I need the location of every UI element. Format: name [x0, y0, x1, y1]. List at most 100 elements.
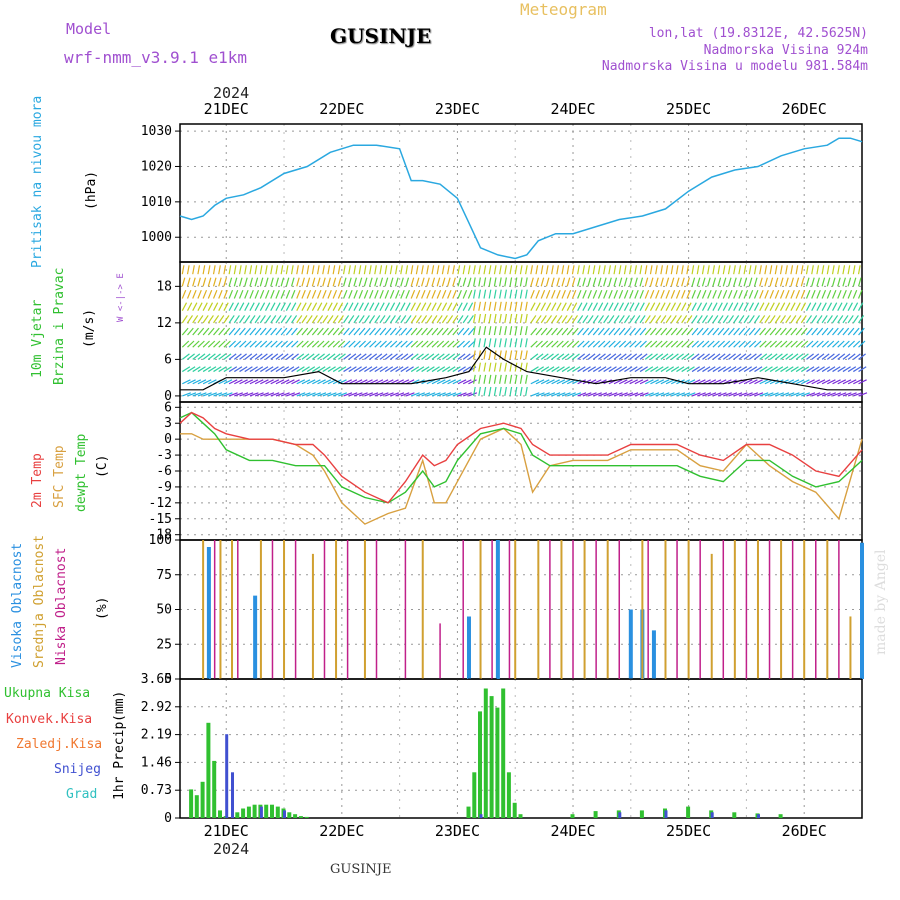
- wind-barb: [384, 315, 391, 324]
- wind-barb: [504, 386, 507, 397]
- wind-barb: [197, 379, 207, 385]
- wind-barb: [717, 315, 724, 324]
- wind-barb: [696, 366, 706, 373]
- precip-bar: [501, 688, 506, 818]
- wind-barb: [233, 340, 242, 348]
- wind-barb: [597, 277, 602, 287]
- wind-barb: [540, 277, 545, 287]
- wind-barb: [410, 340, 419, 348]
- wind-barb: [546, 353, 554, 360]
- wind-barb: [629, 277, 633, 287]
- wind-barb: [816, 366, 825, 373]
- wind-barb: [233, 353, 242, 360]
- wind-barb: [551, 379, 560, 385]
- wind-barb: [322, 340, 330, 348]
- wind-barb: [743, 327, 751, 336]
- wind-barb: [447, 379, 456, 385]
- wind-barb: [853, 366, 862, 373]
- wind-barb: [254, 392, 264, 397]
- wind-barb: [483, 350, 487, 360]
- wind-barb: [665, 366, 675, 373]
- wind-barb: [488, 301, 492, 311]
- wind-barb: [338, 366, 347, 373]
- wind-barb: [182, 379, 191, 385]
- wind-barb: [759, 353, 768, 360]
- wind-barb: [260, 366, 269, 373]
- wind-barb: [202, 327, 210, 336]
- wind-barb: [353, 366, 362, 373]
- wind-barb: [244, 315, 251, 324]
- wind-barb: [504, 301, 507, 311]
- wind-barb: [234, 366, 243, 373]
- wind-barb: [207, 277, 212, 287]
- wind-barb: [629, 392, 639, 397]
- wind-barb: [306, 302, 312, 311]
- wind-barb: [280, 366, 290, 373]
- wind-barb: [645, 392, 654, 397]
- wind-barb: [618, 277, 623, 287]
- wind-barb: [769, 392, 779, 397]
- wind-barb: [254, 327, 262, 336]
- wind-barb: [280, 315, 287, 324]
- wind-barb: [462, 353, 471, 360]
- wind-barb: [291, 327, 298, 336]
- wind-barb: [192, 327, 199, 336]
- wind-barb: [296, 379, 306, 385]
- y-tick-label: 1000: [141, 230, 172, 245]
- wind-barb: [337, 353, 346, 360]
- wind-barb: [634, 340, 642, 348]
- wind-barb: [244, 277, 248, 287]
- wind-barb: [759, 265, 762, 275]
- wind-barb: [795, 315, 802, 324]
- wind-barb: [493, 350, 497, 360]
- wind-barb: [270, 379, 280, 385]
- wind-barb: [218, 366, 227, 373]
- wind-barb: [738, 315, 745, 324]
- wind-barb: [618, 265, 622, 275]
- wind-barb: [535, 353, 544, 360]
- wind-barb: [779, 302, 786, 311]
- wind-barb: [571, 265, 575, 275]
- wind-barb: [712, 277, 716, 287]
- wind-barb: [202, 302, 208, 311]
- wind-barb: [842, 353, 851, 360]
- panel-frame: [179, 678, 863, 819]
- wind-barb: [753, 315, 760, 324]
- wind-barb: [598, 392, 608, 397]
- wind-barb: [483, 338, 487, 348]
- wind-barb: [691, 340, 700, 348]
- wind-barb: [624, 353, 632, 360]
- wind-barb: [660, 277, 664, 287]
- wind-barb: [826, 327, 834, 336]
- wind-barb: [504, 326, 507, 336]
- wind-barb: [493, 338, 497, 348]
- wind-barb: [296, 265, 299, 275]
- wind-barb: [712, 327, 720, 336]
- wind-barb: [197, 340, 205, 348]
- wind-barb: [566, 277, 571, 287]
- wind-barb: [457, 277, 462, 287]
- snow-bar: [225, 734, 229, 818]
- wind-barb: [634, 366, 643, 373]
- wind-barb: [832, 353, 840, 360]
- wind-barb: [416, 392, 426, 397]
- day-label-bottom: 21DEC: [204, 822, 249, 840]
- wind-barb: [264, 289, 270, 299]
- wind-barb: [847, 340, 856, 348]
- wind-barb: [509, 289, 513, 299]
- wind-barb: [187, 366, 196, 373]
- wind-barb: [655, 379, 665, 385]
- wind-barb: [421, 315, 428, 324]
- wind-barb: [811, 353, 820, 360]
- year-bottom: 2024: [213, 840, 250, 858]
- wind-barb: [691, 265, 695, 275]
- wind-barb: [681, 392, 691, 397]
- wind-barb: [467, 315, 474, 324]
- wind-barb: [582, 392, 592, 397]
- wind-barb: [629, 315, 636, 324]
- wind-barb: [405, 353, 414, 360]
- wind-barb: [613, 315, 620, 324]
- wind-barb: [395, 340, 403, 348]
- wind-barb: [493, 362, 497, 372]
- wind-barb: [317, 302, 323, 311]
